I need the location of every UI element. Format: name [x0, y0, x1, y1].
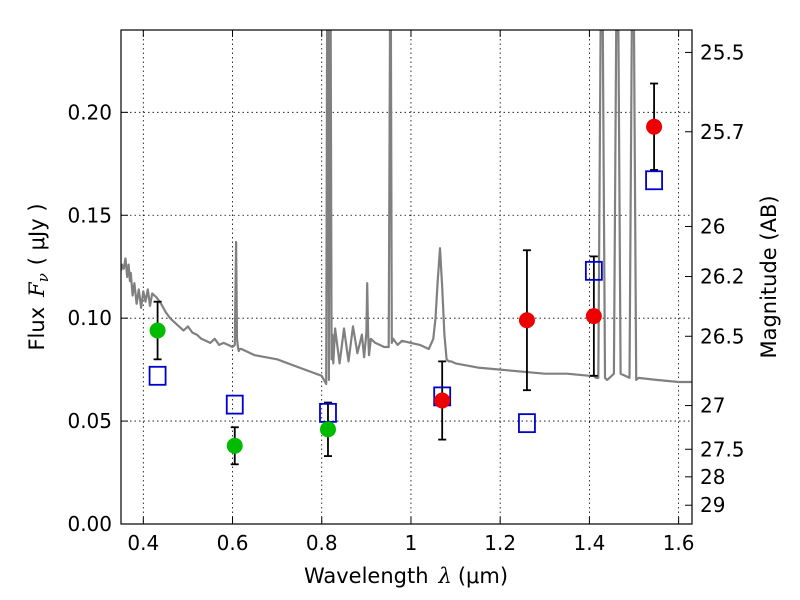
x-tick-label: 1.2 — [484, 531, 516, 555]
mag-tick-label: 25.7 — [700, 120, 745, 144]
model-photometry-square — [518, 413, 536, 434]
y-axis-label-symbol: F — [25, 281, 49, 298]
model-photometry-square — [584, 260, 603, 281]
y-axis-label-text: Flux — [25, 307, 49, 351]
y-axis-label: Flux Fν ( μJy ) — [25, 203, 52, 350]
right-axis-label: Magnitude (AB) — [757, 195, 781, 358]
model-photometry-square — [225, 394, 244, 415]
mag-tick-label: 27 — [700, 394, 725, 418]
x-tick-label: 0.8 — [306, 531, 338, 555]
mag-tick-label: 28 — [700, 465, 725, 489]
mag-tick-label: 26.5 — [700, 324, 745, 348]
mag-tick-label: 26 — [700, 214, 725, 238]
x-axis-label-text: Wavelength — [304, 564, 429, 588]
observed-point-green — [149, 322, 166, 339]
mag-tick-label: 25.5 — [700, 40, 745, 64]
observed-point-green — [319, 421, 336, 438]
x-axis-label-symbol: λ — [438, 564, 452, 588]
marker-layer — [148, 118, 663, 454]
y-tick-label: 0.20 — [67, 100, 112, 124]
mag-tick-label: 26.2 — [700, 265, 745, 289]
observed-point-red — [646, 118, 663, 135]
mag-tick-label: 27.5 — [700, 437, 745, 461]
observed-point-red — [518, 312, 535, 329]
y-tick-label: 0.00 — [67, 512, 112, 536]
x-tick-label: 1 — [405, 531, 418, 555]
model-photometry-square — [148, 365, 167, 386]
observed-point-red — [585, 308, 602, 325]
x-axis-label-unit: (μm) — [458, 564, 508, 588]
observed-point-red — [434, 392, 451, 409]
y-tick-label: 0.10 — [67, 306, 112, 330]
y-tick-label: 0.05 — [67, 409, 112, 433]
x-tick-label: 0.4 — [127, 531, 159, 555]
x-axis-label: Wavelength λ (μm) — [304, 564, 508, 588]
x-tick-label: 1.6 — [663, 531, 695, 555]
ticks: 0.4 0.6 0.8 1 1.2 1.4 1.6 0.00 0.05 0.10 0.15 0.20 2… — [67, 30, 745, 555]
x-tick-label: 1.4 — [573, 531, 605, 555]
y-axis-label-symbol-sub: ν — [34, 273, 52, 282]
model-photometry-square — [645, 170, 663, 191]
x-tick-label: 0.6 — [217, 531, 249, 555]
mag-tick-label: 29 — [700, 493, 725, 517]
y-axis-label-unit: ( μJy ) — [25, 203, 49, 265]
y-tick-label: 0.15 — [67, 203, 112, 227]
observed-point-green — [226, 437, 243, 454]
